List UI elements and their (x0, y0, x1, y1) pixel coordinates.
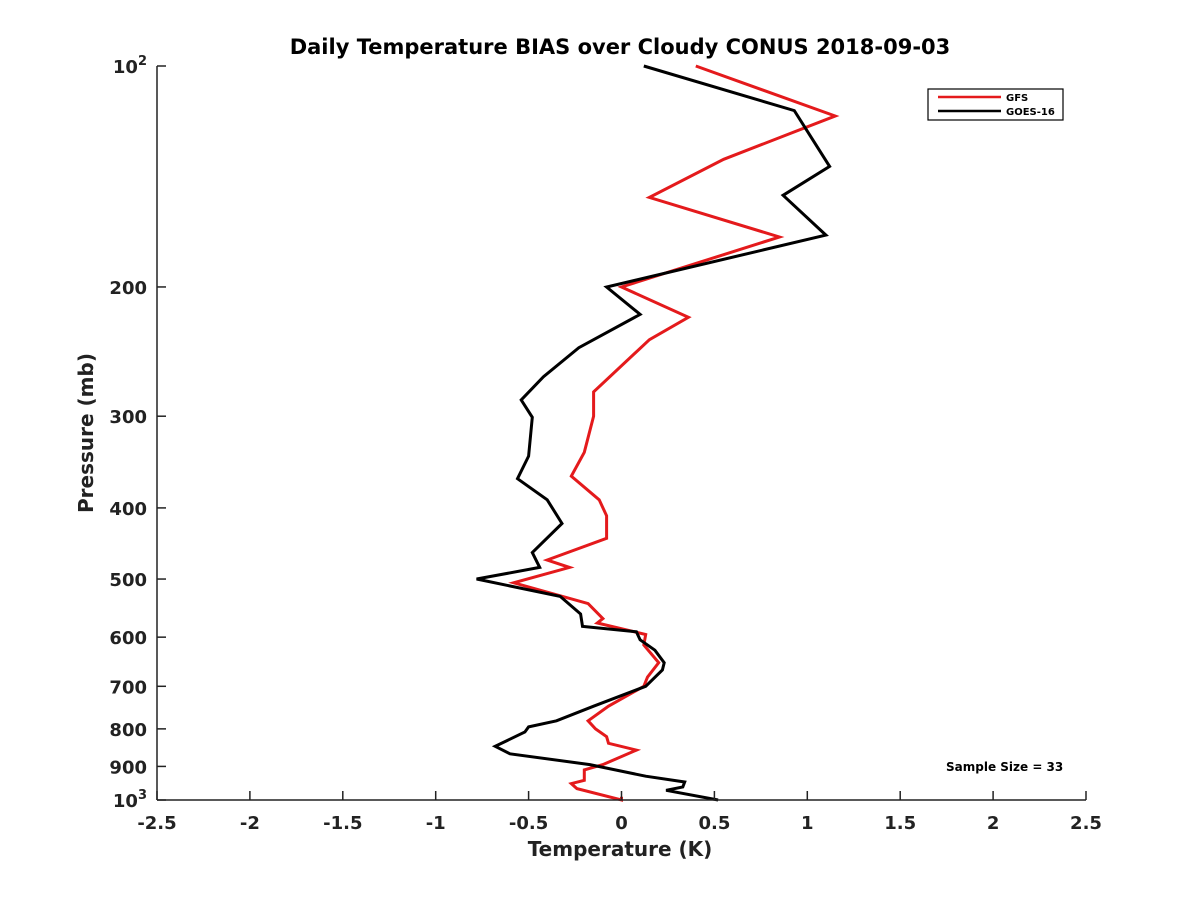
x-tick-label: -1.5 (323, 813, 362, 834)
y-tick-label: 400 (109, 499, 147, 520)
y-tick-label: 102 (113, 54, 147, 78)
y-tick-label: 800 (109, 720, 147, 741)
y-axis-label: Pressure (mb) (74, 353, 98, 513)
x-tick-label: 1 (801, 813, 814, 834)
y-tick-label: 200 (109, 278, 147, 299)
x-tick-label: -2 (240, 813, 260, 834)
y-tick-label: 500 (109, 570, 147, 591)
x-tick-label: 1.5 (884, 813, 916, 834)
y-tick-label: 300 (109, 407, 147, 428)
y-tick-label: 103 (113, 788, 147, 812)
x-axis-label: Temperature (K) (528, 837, 713, 861)
x-tick-label: -1 (426, 813, 446, 834)
x-tick-label: 0.5 (698, 813, 730, 834)
x-tick-label: -2.5 (137, 813, 176, 834)
x-tick-label: -0.5 (509, 813, 548, 834)
y-tick-label: 700 (109, 677, 147, 698)
x-tick-label: 2.5 (1070, 813, 1102, 834)
legend-label-goes-16: GOES-16 (1006, 107, 1055, 118)
y-tick-label: 600 (109, 628, 147, 649)
sample-size-annotation: Sample Size = 33 (946, 760, 1063, 774)
legend-label-gfs: GFS (1006, 93, 1028, 104)
x-tick-label: 0 (615, 813, 628, 834)
plot-lines (476, 64, 840, 802)
legend-box (927, 88, 1064, 121)
x-axis-ticks: -2.5 -2 -1.5 -1 -0.5 0 0.5 1 1.5 2 2.5 (137, 791, 1102, 834)
y-tick-label: 900 (109, 757, 147, 778)
y-axis-ticks: 102 200 300 400 500 600 700 800 900 103 (109, 54, 166, 812)
series-line-gfs (508, 64, 840, 802)
chart-title: Daily Temperature BIAS over Cloudy CONUS… (290, 35, 951, 59)
legend: GFS GOES-16 (927, 88, 1064, 121)
x-tick-label: 2 (987, 813, 1000, 834)
series-line-goes-16 (476, 64, 832, 802)
